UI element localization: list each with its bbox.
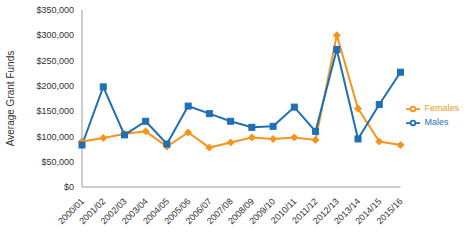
svg-text:Average Grant Funds: Average Grant Funds	[5, 51, 16, 146]
svg-text:$350,000: $350,000	[36, 5, 74, 15]
svg-text:2003/04: 2003/04	[119, 196, 150, 227]
svg-text:2005/06: 2005/06	[162, 196, 193, 227]
svg-text:2012/13: 2012/13	[310, 196, 341, 227]
svg-text:$300,000: $300,000	[36, 30, 74, 40]
svg-text:$250,000: $250,000	[36, 56, 74, 66]
svg-text:2008/09: 2008/09	[226, 196, 257, 227]
svg-text:2010/11: 2010/11	[269, 196, 299, 226]
svg-text:2004/05: 2004/05	[141, 196, 172, 227]
svg-text:2001/02: 2001/02	[77, 196, 108, 227]
svg-text:2002/03: 2002/03	[98, 196, 129, 227]
html-text:Males: Males	[424, 117, 449, 128]
svg-text:2011/12: 2011/12	[290, 196, 320, 226]
svg-text:2007/08: 2007/08	[204, 196, 235, 227]
html-text:Females: Females	[424, 103, 459, 114]
svg-text:$100,000: $100,000	[36, 132, 74, 142]
svg-text:2013/14: 2013/14	[332, 196, 363, 227]
svg-text:2015/16: 2015/16	[375, 196, 405, 226]
svg-text:$50,000: $50,000	[41, 157, 74, 167]
svg-text:2009/10: 2009/10	[247, 196, 278, 227]
svg-text:2000/01: 2000/01	[56, 196, 87, 227]
svg-text:$0: $0	[64, 182, 74, 192]
svg-text:2006/07: 2006/07	[183, 196, 214, 227]
svg-text:$200,000: $200,000	[36, 81, 74, 91]
svg-text:$150,000: $150,000	[36, 106, 74, 116]
svg-text:2014/15: 2014/15	[353, 196, 384, 227]
